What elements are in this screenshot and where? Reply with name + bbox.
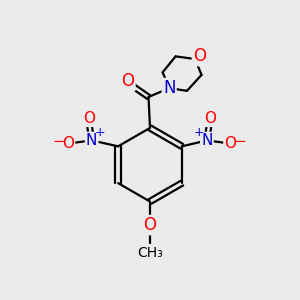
Text: CH₃: CH₃ <box>137 246 163 260</box>
Text: −: − <box>52 134 65 149</box>
Text: O: O <box>204 111 216 126</box>
Text: O: O <box>224 136 236 151</box>
Text: +: + <box>94 126 105 139</box>
Text: O: O <box>193 47 206 65</box>
Text: O: O <box>122 72 134 90</box>
Text: N: N <box>86 133 97 148</box>
Text: O: O <box>83 111 95 126</box>
Text: O: O <box>62 136 74 151</box>
Text: N: N <box>163 79 175 97</box>
Text: N: N <box>201 133 213 148</box>
Text: −: − <box>234 134 247 149</box>
Text: +: + <box>194 126 204 139</box>
Text: O: O <box>143 216 157 234</box>
